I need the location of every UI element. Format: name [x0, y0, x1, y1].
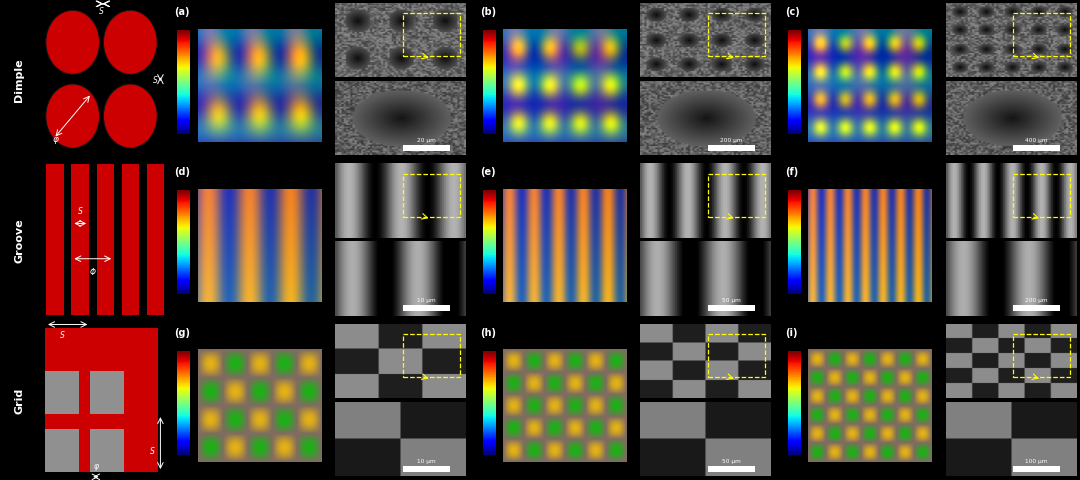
Bar [1013, 174, 1070, 217]
Ellipse shape [104, 11, 158, 75]
Text: φ: φ [93, 461, 98, 470]
Text: S: S [78, 207, 83, 216]
Text: (f): (f) [785, 167, 798, 177]
Bar [91, 371, 124, 414]
Text: Dimple: Dimple [14, 58, 25, 102]
Text: Φ: Φ [90, 267, 96, 276]
Text: 50 μm: 50 μm [721, 298, 741, 303]
Text: 10 μm: 10 μm [417, 298, 435, 303]
Bar [403, 306, 449, 312]
Bar [45, 371, 79, 414]
Bar [403, 146, 449, 152]
Bar [403, 334, 460, 377]
Text: 100 μm: 100 μm [1025, 458, 1048, 463]
Text: 200 μm: 200 μm [1025, 298, 1048, 303]
Text: S: S [59, 330, 65, 339]
Text: (g): (g) [174, 327, 190, 337]
Bar [403, 14, 460, 57]
Bar [403, 174, 460, 217]
Text: Groove: Groove [14, 218, 25, 262]
Ellipse shape [45, 11, 99, 75]
Bar [45, 429, 79, 472]
Text: (c): (c) [785, 7, 799, 17]
Ellipse shape [104, 85, 158, 149]
Text: (e): (e) [480, 167, 496, 177]
Text: φ: φ [52, 135, 58, 144]
Bar [1013, 466, 1061, 472]
Bar [46, 165, 64, 315]
Bar [91, 429, 124, 472]
Bar [403, 466, 449, 472]
Text: 200 μm: 200 μm [720, 138, 743, 143]
Text: 20 μm: 20 μm [417, 138, 435, 143]
Bar [122, 165, 139, 315]
Text: (h): (h) [480, 327, 496, 337]
Text: S: S [99, 7, 104, 16]
Text: 10 μm: 10 μm [417, 458, 435, 463]
Ellipse shape [45, 85, 99, 149]
Text: (i): (i) [785, 327, 797, 337]
Bar [96, 165, 114, 315]
Text: 50 μm: 50 μm [721, 458, 741, 463]
Bar [708, 174, 766, 217]
Bar [1013, 306, 1061, 312]
Text: S: S [150, 446, 156, 455]
Text: (a): (a) [174, 7, 190, 17]
Text: (b): (b) [480, 7, 496, 17]
Bar [71, 165, 89, 315]
Text: S: S [153, 75, 158, 84]
Bar [708, 334, 766, 377]
Bar [1013, 14, 1070, 57]
Bar [1013, 146, 1061, 152]
Bar [708, 14, 766, 57]
Bar [708, 306, 755, 312]
Bar [708, 466, 755, 472]
Text: Grid: Grid [14, 387, 25, 413]
Text: (d): (d) [174, 167, 190, 177]
Bar [147, 165, 164, 315]
Bar [708, 146, 755, 152]
Bar [1013, 334, 1070, 377]
Text: 400 μm: 400 μm [1025, 138, 1048, 143]
